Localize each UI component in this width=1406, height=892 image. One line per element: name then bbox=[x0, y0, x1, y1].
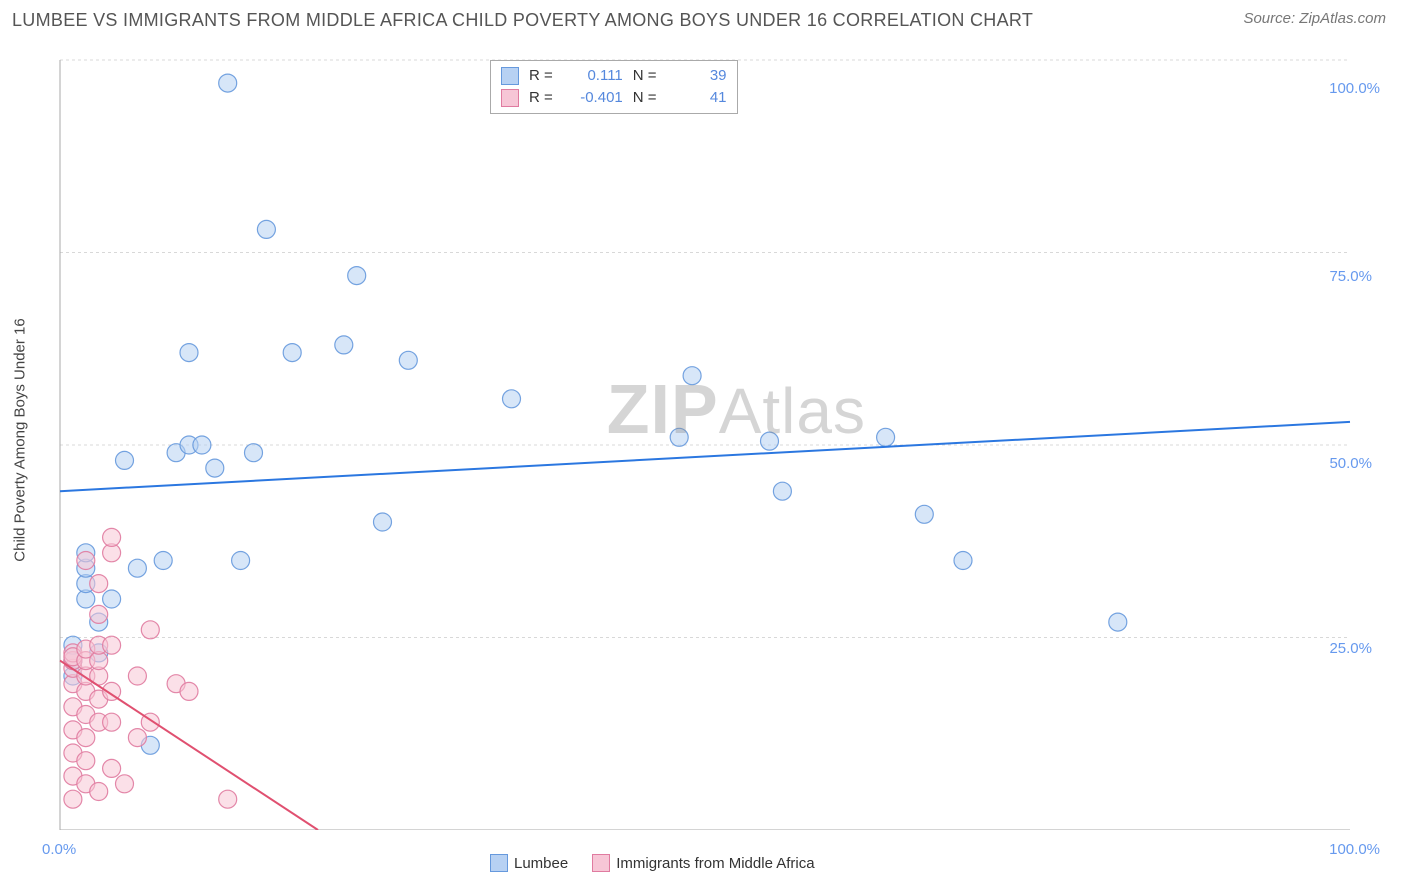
y-tick-100: 100.0% bbox=[1329, 80, 1380, 97]
legend-item-lumbee: Lumbee bbox=[490, 854, 568, 872]
legend-swatch-immigrants bbox=[592, 854, 610, 872]
x-tick-0: 0.0% bbox=[42, 841, 76, 858]
swatch-lumbee bbox=[501, 67, 519, 85]
x-tick-100: 100.0% bbox=[1329, 841, 1380, 858]
chart-container: Child Poverty Among Boys Under 16 ZIPAtl… bbox=[50, 50, 1370, 830]
r-value-lumbee: 0.111 bbox=[563, 65, 623, 87]
legend-swatch-lumbee bbox=[490, 854, 508, 872]
y-tick-50: 50.0% bbox=[1329, 455, 1372, 472]
legend-label-immigrants: Immigrants from Middle Africa bbox=[616, 855, 814, 872]
stats-legend: R = 0.111 N = 39 R = -0.401 N = 41 bbox=[490, 60, 738, 114]
swatch-immigrants bbox=[501, 89, 519, 107]
chart-title: LUMBEE VS IMMIGRANTS FROM MIDDLE AFRICA … bbox=[12, 10, 1033, 31]
r-label: R = bbox=[529, 65, 553, 87]
y-tick-75: 75.0% bbox=[1329, 268, 1372, 285]
n-label: N = bbox=[633, 87, 657, 109]
r-label: R = bbox=[529, 87, 553, 109]
stats-row-lumbee: R = 0.111 N = 39 bbox=[501, 65, 727, 87]
y-axis-label: Child Poverty Among Boys Under 16 bbox=[12, 318, 29, 561]
r-value-immigrants: -0.401 bbox=[563, 87, 623, 109]
n-value-immigrants: 41 bbox=[667, 87, 727, 109]
series-legend: Lumbee Immigrants from Middle Africa bbox=[490, 854, 815, 872]
legend-item-immigrants: Immigrants from Middle Africa bbox=[592, 854, 814, 872]
scatter-plot bbox=[50, 50, 1370, 830]
y-tick-25: 25.0% bbox=[1329, 640, 1372, 657]
n-value-lumbee: 39 bbox=[667, 65, 727, 87]
n-label: N = bbox=[633, 65, 657, 87]
legend-label-lumbee: Lumbee bbox=[514, 855, 568, 872]
source-label: Source: ZipAtlas.com bbox=[1243, 10, 1386, 27]
stats-row-immigrants: R = -0.401 N = 41 bbox=[501, 87, 727, 109]
